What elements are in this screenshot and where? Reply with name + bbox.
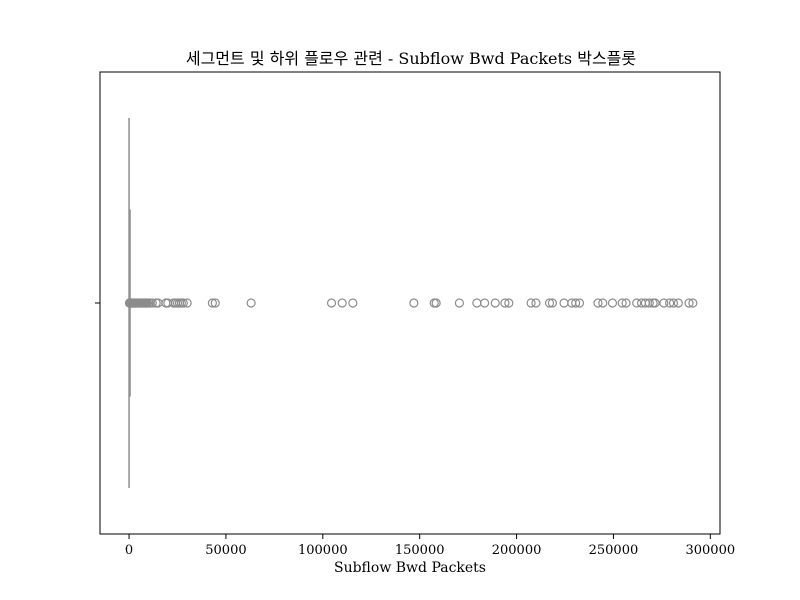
outlier-point bbox=[479, 298, 490, 308]
outlier-point bbox=[409, 298, 419, 308]
outlier-point bbox=[348, 298, 358, 308]
outlier-point bbox=[644, 298, 654, 308]
outlier-point bbox=[598, 298, 608, 308]
outlier-point bbox=[593, 298, 603, 308]
outlier-point bbox=[650, 298, 660, 308]
outlier-point bbox=[207, 298, 217, 308]
outlier-point bbox=[607, 298, 618, 308]
outlier-point bbox=[147, 298, 157, 308]
outlier-point bbox=[246, 298, 256, 308]
x-tick-label: 200000 bbox=[492, 543, 542, 558]
outlier-point bbox=[668, 298, 679, 308]
x-axis-label: Subflow Bwd Packets bbox=[334, 560, 486, 576]
outlier-point bbox=[688, 298, 698, 308]
outlier-point bbox=[673, 298, 683, 308]
outlier-point bbox=[431, 298, 441, 308]
outlier-point bbox=[684, 298, 694, 308]
outlier-point bbox=[337, 298, 347, 308]
x-tick-label: 300000 bbox=[685, 543, 735, 558]
outlier-point bbox=[178, 298, 188, 308]
outlier-point bbox=[210, 298, 220, 308]
x-tick-label: 150000 bbox=[395, 543, 445, 558]
x-tick-label: 100000 bbox=[298, 543, 348, 558]
outlier-point bbox=[500, 298, 510, 308]
outlier-point bbox=[574, 298, 585, 308]
outlier-point bbox=[617, 298, 627, 308]
outlier-point bbox=[621, 298, 631, 308]
outlier-point bbox=[632, 298, 642, 308]
outlier-point bbox=[665, 298, 675, 308]
x-axis: 0 50000 100000 150000 200000 250000 300000 bbox=[125, 534, 735, 558]
x-tick-label: 250000 bbox=[589, 543, 639, 558]
outlier-point bbox=[547, 298, 558, 308]
x-tick-label: 0 bbox=[125, 543, 133, 558]
outlier-point bbox=[472, 298, 482, 308]
outlier-point bbox=[544, 298, 555, 308]
outlier-point bbox=[144, 298, 155, 308]
outlier-point bbox=[490, 298, 500, 308]
outlier-point bbox=[659, 298, 669, 308]
outlier-point bbox=[559, 298, 569, 308]
outlier-point bbox=[526, 298, 536, 308]
outlier-point bbox=[182, 298, 192, 308]
outlier-point bbox=[531, 298, 541, 308]
outlier-point bbox=[454, 298, 465, 308]
chart-title: 세그먼트 및 하위 플로우 관련 - Subflow Bwd Packets 박… bbox=[186, 49, 636, 68]
plot-area bbox=[124, 118, 698, 488]
outlier-point bbox=[571, 298, 581, 308]
x-tick-label: 50000 bbox=[205, 543, 246, 558]
outlier-point bbox=[326, 298, 337, 308]
outlier-point bbox=[504, 298, 514, 308]
